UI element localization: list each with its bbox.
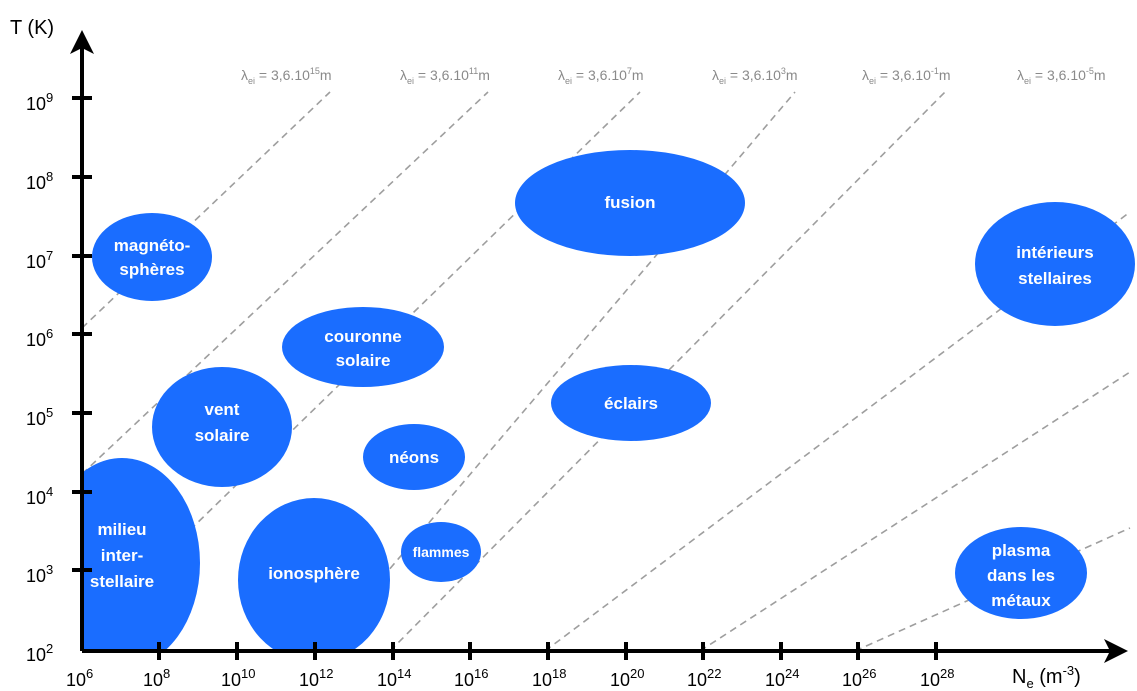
isoline [699, 371, 1131, 652]
region-label: stellaire [90, 572, 154, 591]
x-tick-label: 1016 [454, 666, 489, 690]
region-label: couronne [324, 327, 401, 346]
y-tick-label: 102 [26, 641, 53, 665]
region-interieurs-stellaires: intérieurs stellaires [975, 202, 1135, 326]
region-label: magnéto- [114, 236, 191, 255]
region-magnetospheres: magnéto-sphères [92, 213, 212, 301]
region-label: inter- [101, 546, 144, 565]
x-axis-label-unit-exp: -3 [1063, 663, 1075, 678]
region-ellipse [82, 458, 200, 651]
region-ellipse [975, 202, 1135, 326]
region-ellipse [282, 307, 444, 387]
plasma-regions: milieu inter-stellaire ionosphère flammes ve… [82, 150, 1135, 651]
x-tick-label: 1022 [687, 666, 722, 690]
region-ellipse [238, 498, 390, 651]
axes: T (K) Ne (m-3) [10, 17, 1128, 691]
region-label: stellaires [1018, 269, 1092, 288]
isoline [319, 91, 796, 652]
region-label: métaux [991, 591, 1051, 610]
isoline-label: λei = 3,6.10-1m [862, 66, 951, 86]
x-tick-label: 106 [66, 666, 93, 690]
x-tick-label: 1014 [377, 666, 412, 690]
isoline [81, 91, 331, 329]
x-tick-label: 1024 [765, 666, 800, 690]
region-ellipse [401, 522, 481, 582]
region-label: sphères [119, 260, 184, 279]
region-ellipse [955, 527, 1087, 619]
region-label: intérieurs [1016, 243, 1093, 262]
isoline [544, 211, 1131, 652]
y-tick-label: 105 [26, 405, 53, 429]
region-eclairs: éclairs [551, 365, 711, 441]
x-tick-label: 1020 [610, 666, 645, 690]
region-label: vent [205, 400, 240, 419]
x-axis-label-symbol: N [1012, 666, 1026, 688]
x-tick-label: 1028 [920, 666, 955, 690]
region-label: ionosphère [268, 564, 360, 583]
isoline-label: λei = 3,6.1011m [400, 66, 490, 86]
x-axis-arrow [1104, 639, 1128, 663]
y-axis-arrow [70, 30, 94, 54]
region-ellipse [92, 213, 212, 301]
y-tick-label: 107 [26, 248, 53, 272]
isoline [189, 91, 641, 531]
region-ellipse [152, 367, 292, 487]
x-tick-label: 1012 [299, 666, 334, 690]
region-neons: néons [363, 424, 465, 490]
x-tick-label: 1018 [532, 666, 567, 690]
x-axis-label-unit-close: ) [1074, 666, 1081, 688]
y-tick-label: 109 [26, 90, 53, 114]
region-ellipse [363, 424, 465, 490]
y-tick-label: 103 [26, 562, 53, 586]
region-label: flammes [413, 544, 470, 560]
x-axis-label-unit: (m [1034, 666, 1063, 688]
axis-ticks: 106 108 1010 1012 1014 1016 1018 1020 1022 1024 10… [26, 90, 955, 690]
region-ellipse [551, 365, 711, 441]
x-axis-label: Ne (m-3) [1012, 663, 1081, 691]
region-ellipse [515, 150, 745, 256]
x-tick-label: 108 [143, 666, 170, 690]
isolines: λei = 3,6.1015m λei = 3,6.1011m λei = 3,6.… [81, 66, 1131, 652]
isoline-label: λei = 3,6.107m [558, 66, 644, 86]
x-tick-label: 1010 [221, 666, 256, 690]
region-plasma-dans-les-metaux: plasma dans les métaux [955, 527, 1087, 619]
isoline-label: λei = 3,6.1015m [241, 66, 332, 86]
region-label: plasma [992, 541, 1051, 560]
y-axis-label: T (K) [10, 17, 54, 39]
region-label: néons [389, 448, 439, 467]
region-flammes: flammes [401, 522, 481, 582]
x-tick-label: 1026 [842, 666, 877, 690]
region-label: fusion [605, 193, 656, 212]
region-vent-solaire: vent solaire [152, 367, 292, 487]
region-milieu-interstellaire: milieu inter-stellaire [82, 458, 200, 651]
y-tick-label: 106 [26, 326, 53, 350]
region-label: éclairs [604, 394, 658, 413]
x-axis-label-sub: e [1026, 676, 1033, 691]
region-label: solaire [195, 426, 250, 445]
region-label: dans les [987, 566, 1055, 585]
region-label: milieu [97, 520, 146, 539]
isoline-label: λei = 3,6.103m [712, 66, 798, 86]
isoline-label: λei = 3,6.10-5m [1017, 66, 1106, 86]
y-tick-label: 108 [26, 169, 53, 193]
y-tick-label: 104 [26, 484, 53, 508]
region-ionosphere: ionosphère [238, 498, 390, 651]
region-fusion: fusion [515, 150, 745, 256]
region-couronne-solaire: couronne solaire [282, 307, 444, 387]
isoline [81, 91, 489, 475]
region-label: solaire [336, 351, 391, 370]
